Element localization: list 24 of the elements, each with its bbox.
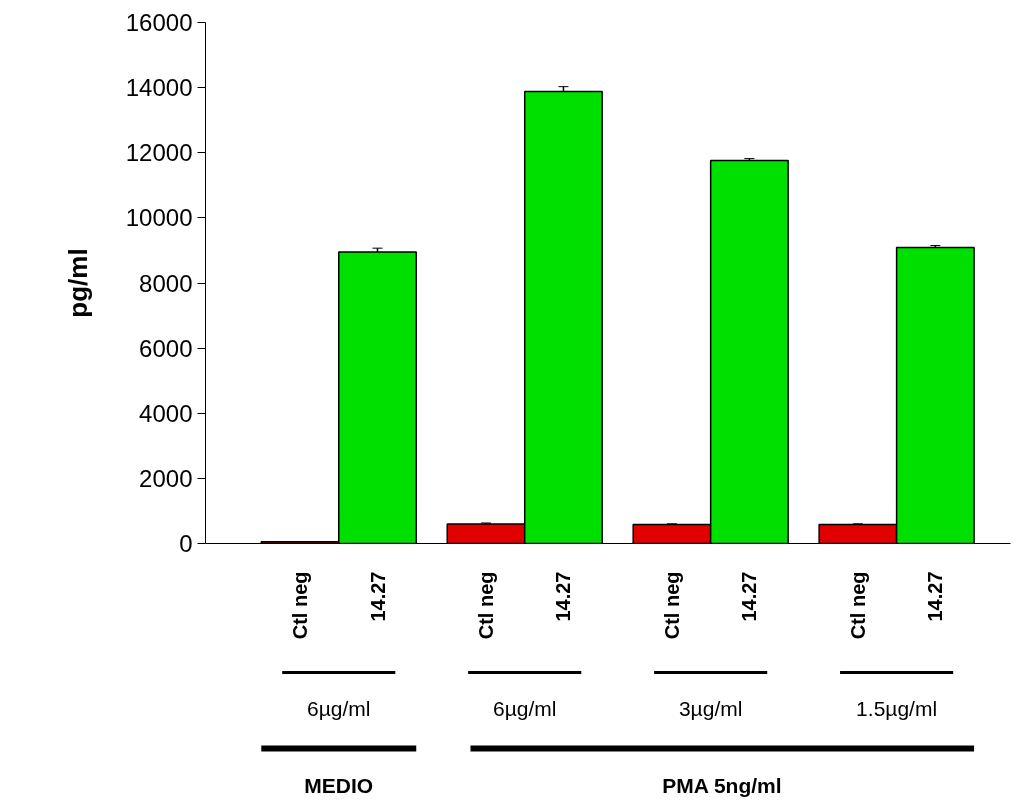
text: PMA 5ng/ml (662, 774, 782, 797)
y-tick-label: 6000 (139, 334, 193, 362)
x-tick-label: 14.27 (738, 571, 761, 622)
y-tick-label: 16000 (125, 9, 193, 36)
x-tick-label: 14.27 (552, 571, 575, 622)
x-tick-label: Ctl neg (289, 571, 312, 640)
y-tick-label: 0 (179, 530, 193, 557)
y-tick-label: 8000 (139, 269, 193, 297)
x-tick-label: Ctl neg (474, 571, 497, 640)
text: MEDIO (304, 774, 374, 797)
x-tick-label: 14.27 (366, 571, 389, 622)
y-axis-title: pg/ml (62, 248, 93, 318)
text: 1.5µg/ml (856, 697, 938, 720)
y-tick-label: 4000 (139, 399, 193, 427)
text: 6µg/ml (307, 697, 371, 720)
y-tick-label: 10000 (125, 204, 193, 232)
y-tick-label: 14000 (125, 74, 193, 102)
text: 6µg/ml (492, 697, 557, 720)
y-tick-label: 2000 (139, 464, 193, 492)
x-tick-label: Ctl neg (846, 571, 869, 640)
y-tick-label: 12000 (125, 139, 193, 167)
text: 3µg/ml (678, 697, 743, 720)
x-tick-label: Ctl neg (660, 571, 683, 640)
x-tick-label: 14.27 (924, 571, 947, 622)
